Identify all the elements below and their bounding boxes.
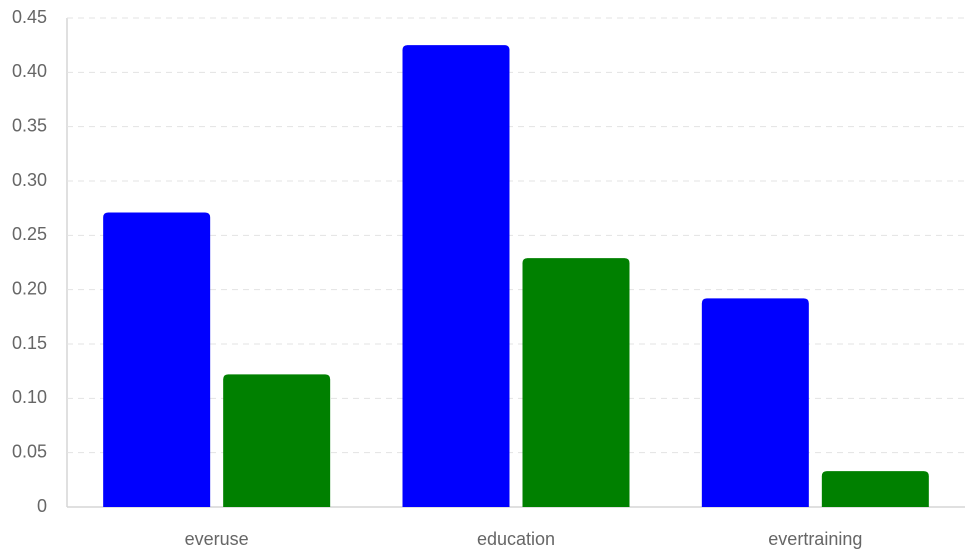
y-tick-label: 0.15 <box>12 333 47 353</box>
y-tick-label: 0.30 <box>12 170 47 190</box>
y-tick-label: 0.40 <box>12 61 47 81</box>
bar <box>103 212 211 507</box>
y-tick-label: 0.45 <box>12 7 47 27</box>
bar <box>402 45 510 508</box>
y-tick-label: 0.10 <box>12 387 47 407</box>
x-tick-label: evertraining <box>768 529 862 549</box>
bar <box>701 298 809 507</box>
bar <box>821 471 929 507</box>
y-tick-label: 0.05 <box>12 441 47 461</box>
x-tick-label: education <box>477 529 555 549</box>
y-tick-label: 0.25 <box>12 224 47 244</box>
y-tick-label: 0.35 <box>12 115 47 135</box>
y-tick-label: 0 <box>37 496 47 516</box>
bar <box>522 258 630 507</box>
bar <box>223 374 331 507</box>
y-tick-label: 0.20 <box>12 278 47 298</box>
x-tick-label: everuse <box>185 529 249 549</box>
